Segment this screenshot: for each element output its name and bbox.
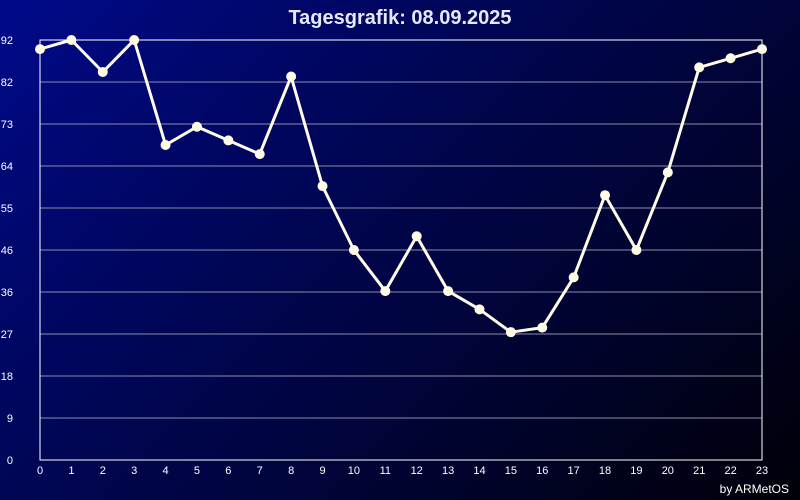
y-tick-label: 9 <box>7 413 13 425</box>
plot-frame <box>39 39 763 461</box>
data-point <box>223 135 234 146</box>
data-point <box>662 167 673 178</box>
x-tick-label: 19 <box>630 465 642 477</box>
x-tick-label: 6 <box>225 465 231 477</box>
data-point <box>537 322 548 333</box>
data-point <box>568 272 579 283</box>
credit-label: by ARMetOS <box>720 482 789 496</box>
x-axis-ticks: 0 1 2 3 4 5 6 7 8 9 10 11 12 13 14 15 16 17 18 19 20 21 22 23 <box>37 465 768 477</box>
data-point <box>129 35 140 45</box>
grid <box>40 81 762 419</box>
x-tick-label: 13 <box>442 465 454 477</box>
x-tick-label: 9 <box>319 465 325 477</box>
x-tick-label: 12 <box>411 465 423 477</box>
chart-title: Tagesgrafik: 08.09.2025 <box>288 7 511 29</box>
y-tick-label: 46 <box>1 245 13 257</box>
series-line <box>39 38 763 334</box>
x-tick-label: 2 <box>100 465 106 477</box>
y-tick-label: 55 <box>1 203 13 215</box>
x-tick-label: 10 <box>348 465 360 477</box>
data-point <box>97 66 108 77</box>
x-tick-label: 14 <box>473 465 485 477</box>
data-point <box>694 62 705 73</box>
x-tick-label: 5 <box>194 465 200 477</box>
x-tick-label: 11 <box>380 465 391 477</box>
data-point <box>600 190 611 201</box>
data-point <box>286 71 297 82</box>
x-tick-label: 21 <box>693 465 705 477</box>
x-tick-label: 17 <box>568 465 580 477</box>
x-tick-label: 0 <box>37 465 43 477</box>
data-point <box>317 181 328 192</box>
y-tick-label: 92 <box>1 35 13 47</box>
data-points <box>35 35 767 338</box>
y-tick-label: 36 <box>1 287 13 299</box>
data-point <box>725 53 736 64</box>
x-tick-label: 18 <box>599 465 611 477</box>
data-point <box>474 304 485 315</box>
y-tick-label: 64 <box>1 161 13 173</box>
data-point <box>757 44 767 55</box>
x-tick-label: 8 <box>288 465 294 477</box>
x-tick-label: 20 <box>662 465 674 477</box>
x-tick-label: 7 <box>257 465 263 477</box>
x-tick-label: 15 <box>505 465 517 477</box>
x-tick-label: 1 <box>68 465 74 477</box>
data-point <box>191 121 202 132</box>
data-point <box>411 231 422 242</box>
y-tick-label: 0 <box>7 455 13 467</box>
x-tick-label: 4 <box>163 465 169 477</box>
x-tick-label: 22 <box>724 465 736 477</box>
data-point <box>66 35 77 45</box>
y-tick-label: 18 <box>1 371 13 383</box>
series <box>39 38 763 334</box>
x-tick-label: 16 <box>536 465 548 477</box>
data-point <box>631 245 642 255</box>
data-point <box>348 245 359 255</box>
data-point <box>254 149 265 160</box>
y-tick-label: 73 <box>1 119 13 131</box>
data-point <box>35 44 45 55</box>
y-tick-label: 82 <box>1 77 13 89</box>
x-tick-label: 23 <box>756 465 768 477</box>
data-point <box>160 140 171 150</box>
data-point <box>443 286 454 297</box>
data-point <box>380 286 391 297</box>
x-tick-label: 3 <box>131 465 137 477</box>
y-tick-label: 27 <box>1 329 13 341</box>
axes <box>39 39 763 461</box>
data-point <box>505 327 516 338</box>
y-axis-ticks: 0 9 18 27 36 46 55 64 73 82 92 <box>1 35 13 467</box>
